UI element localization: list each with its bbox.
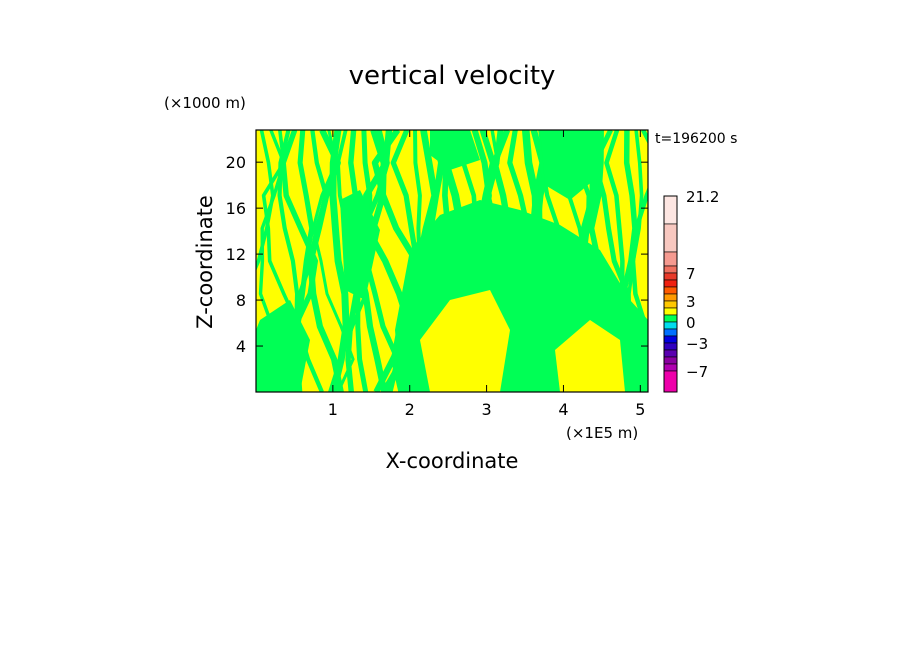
colorbar-frame bbox=[663, 195, 678, 393]
colorbar-segment bbox=[663, 370, 678, 393]
x-tick-label: 3 bbox=[481, 400, 491, 419]
colorbar-label: 0 bbox=[686, 314, 696, 332]
plot-frame bbox=[255, 129, 649, 393]
colorbar-segment bbox=[663, 335, 678, 344]
y-tick-label: 20 bbox=[226, 153, 246, 172]
colorbar-segment bbox=[663, 293, 678, 302]
colorbar-segment bbox=[663, 314, 678, 323]
time-label: t=196200 s bbox=[655, 131, 737, 147]
colorbar-label: 7 bbox=[686, 265, 696, 283]
colorbar-segment bbox=[663, 195, 678, 225]
field-stripe bbox=[630, 130, 648, 392]
y-tick-label: 12 bbox=[226, 245, 246, 264]
colorbar-label: 3 bbox=[686, 293, 696, 311]
colorbar-segment bbox=[663, 349, 678, 358]
y-unit-label: (×1000 m) bbox=[164, 94, 246, 112]
y-axis-ticks: 4 8 12 16 20 bbox=[226, 153, 648, 356]
x-tick-label: 4 bbox=[558, 400, 568, 419]
x-tick-label: 5 bbox=[635, 400, 645, 419]
colorbar-segment bbox=[663, 328, 678, 337]
colorbar-segment bbox=[663, 223, 678, 253]
field-region bbox=[430, 130, 480, 170]
colorbar-segment bbox=[663, 363, 678, 372]
x-tick-label: 2 bbox=[405, 400, 415, 419]
x-axis-ticks: 1 2 3 4 5 bbox=[328, 130, 645, 419]
y-tick-label: 16 bbox=[226, 199, 246, 218]
chart-title: vertical velocity bbox=[349, 61, 556, 91]
colorbar bbox=[663, 195, 678, 393]
colorbar-segment bbox=[663, 265, 678, 274]
field-region bbox=[555, 320, 625, 392]
colorbar-segment bbox=[663, 321, 678, 330]
colorbar-segment bbox=[663, 272, 678, 281]
colorbar-segment bbox=[663, 251, 678, 267]
velocity-field bbox=[256, 130, 648, 392]
y-axis-label: Z-coordinate bbox=[193, 195, 217, 329]
field-region bbox=[540, 130, 600, 200]
x-tick-label: 1 bbox=[328, 400, 338, 419]
field-region bbox=[256, 300, 310, 392]
x-axis-label: X-coordinate bbox=[386, 449, 519, 473]
colorbar-label: −3 bbox=[686, 335, 708, 353]
colorbar-segment bbox=[663, 342, 678, 351]
colorbar-segment bbox=[663, 300, 678, 309]
field-blobs bbox=[256, 130, 648, 392]
colorbar-segment bbox=[663, 286, 678, 295]
colorbar-labels: 21.2 7 3 0 −3 −7 bbox=[686, 188, 719, 381]
colorbar-segment bbox=[663, 307, 678, 316]
field-region bbox=[420, 290, 510, 392]
colorbar-label: 21.2 bbox=[686, 188, 719, 206]
colorbar-label: −7 bbox=[686, 363, 708, 381]
field-region bbox=[340, 190, 380, 300]
colorbar-segment bbox=[663, 356, 678, 365]
colorbar-segment bbox=[663, 279, 678, 288]
x-unit-label: (×1E5 m) bbox=[566, 424, 638, 442]
y-tick-label: 8 bbox=[236, 291, 246, 310]
y-tick-label: 4 bbox=[236, 337, 246, 356]
